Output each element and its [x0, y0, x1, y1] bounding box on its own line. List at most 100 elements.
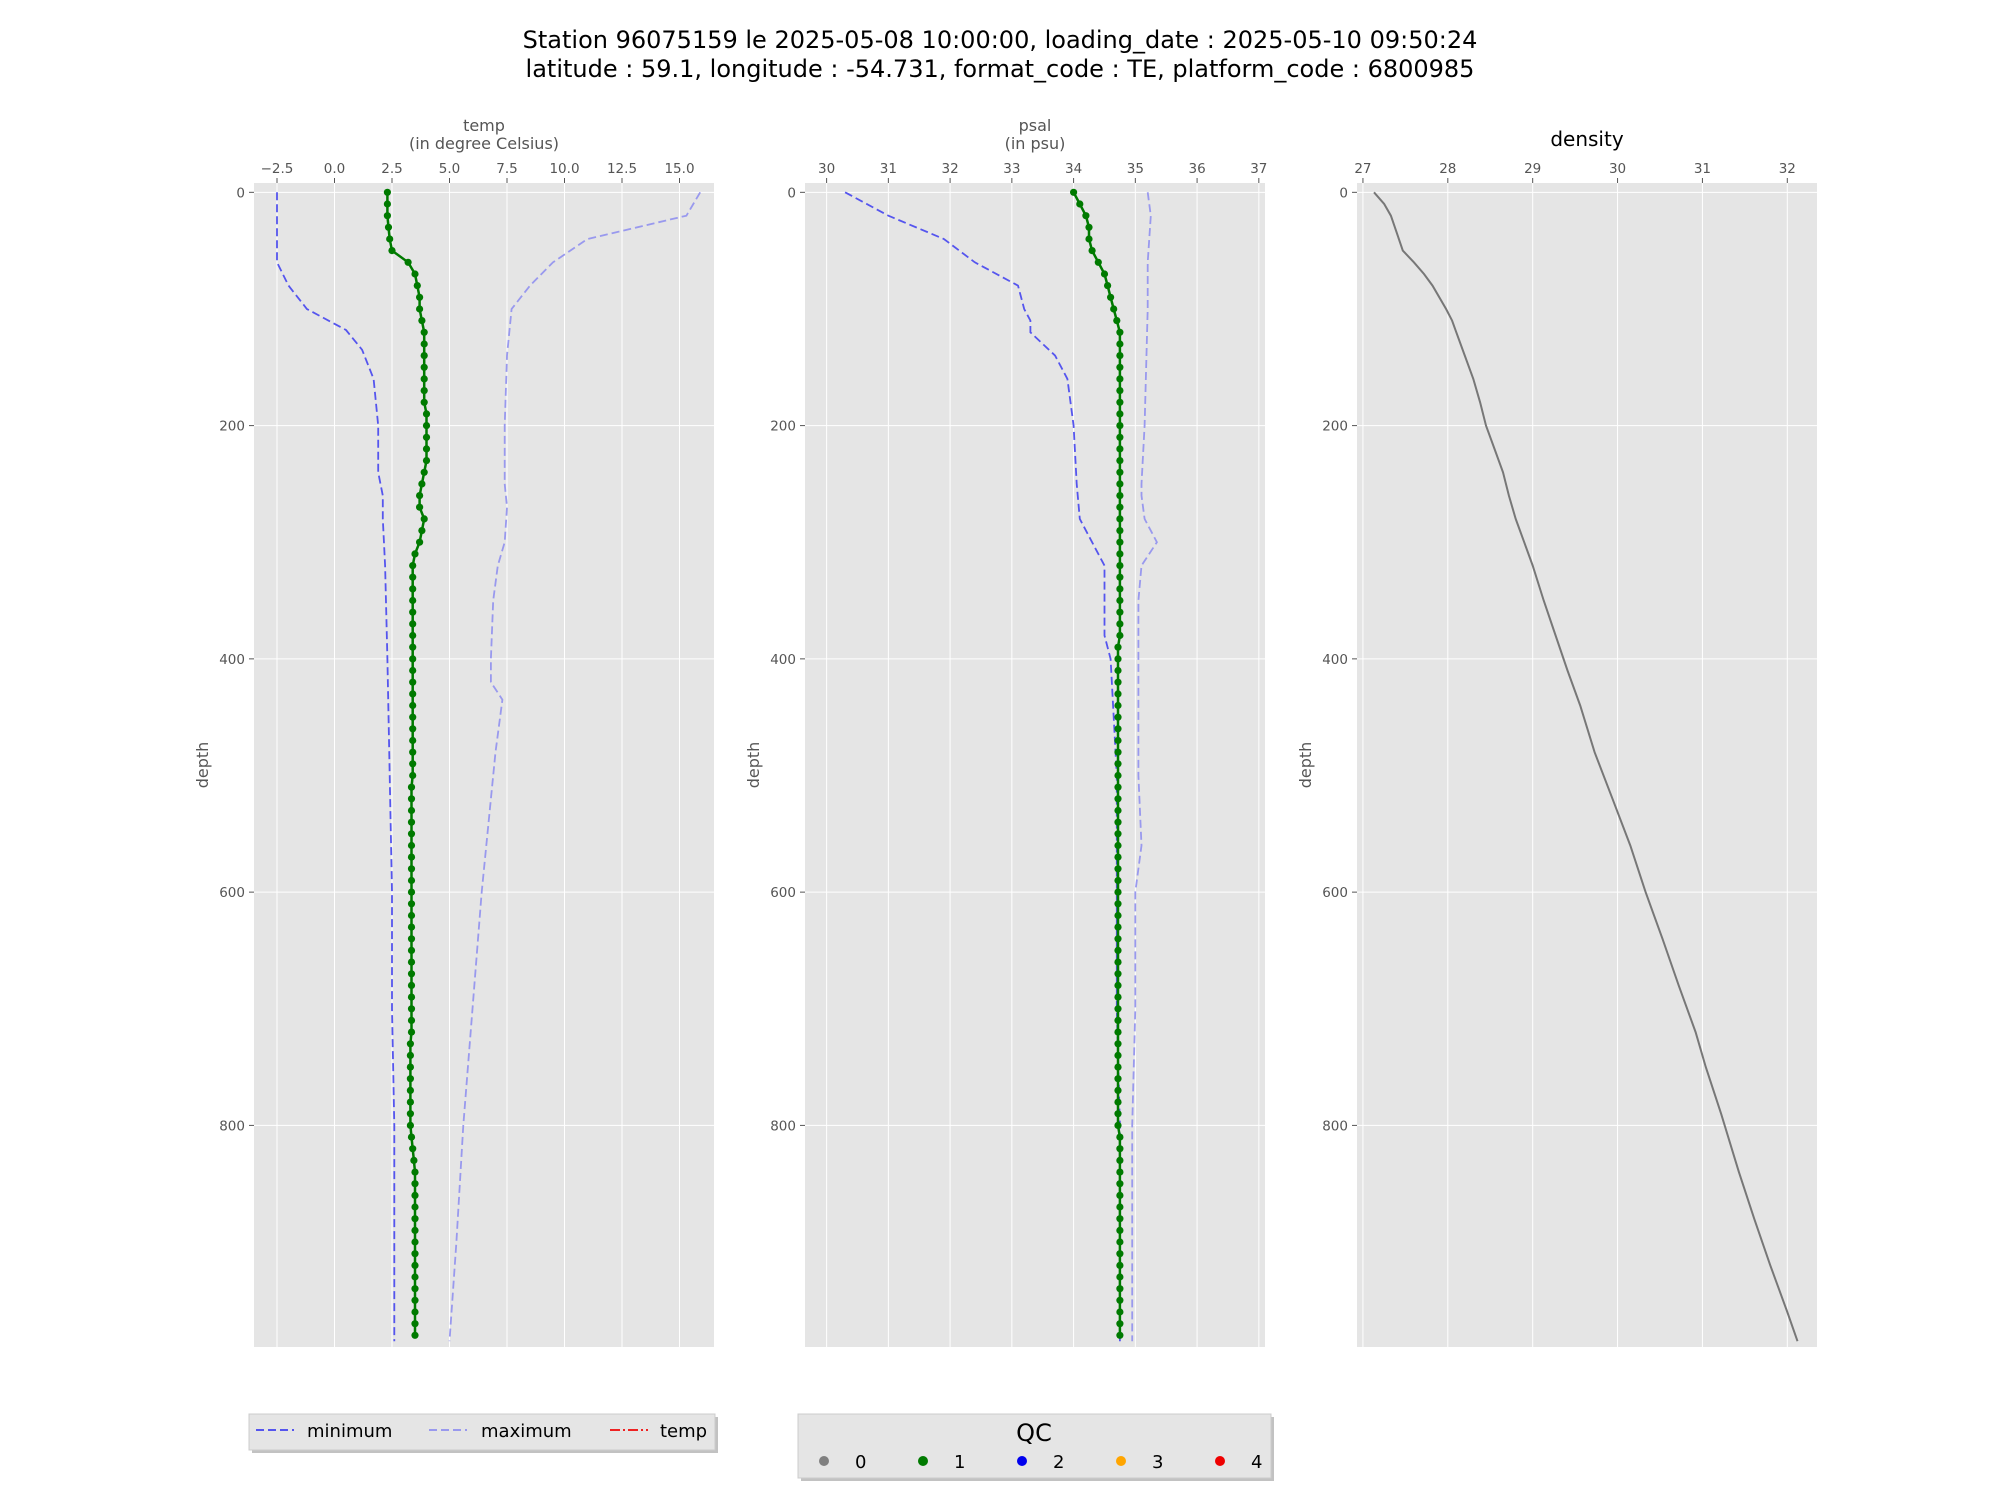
temp-profile-point — [416, 293, 424, 301]
temp-profile-point — [409, 713, 417, 721]
psal-profile-point — [1116, 1238, 1124, 1246]
temp-profile-point — [422, 410, 431, 418]
temp-profile-point — [407, 911, 416, 920]
psal-x-tick-label: 30 — [818, 161, 835, 177]
psal-profile-point — [1114, 690, 1122, 698]
psal-profile-point — [1116, 1285, 1124, 1293]
psal-profile-point — [1104, 282, 1112, 290]
psal-profile-point — [1116, 538, 1124, 546]
density-x-tick-label: 30 — [1609, 161, 1626, 177]
temp-profile-point — [422, 433, 431, 441]
psal-profile-point — [1116, 1226, 1124, 1234]
temp-y-tick-label: 200 — [219, 419, 245, 435]
temp-profile-point — [407, 958, 416, 966]
legend-qc4-label: 4 — [1251, 1452, 1262, 1473]
temp-profile-point — [409, 643, 417, 651]
psal-y-tick-label: 400 — [770, 652, 796, 668]
temp-plot-area — [254, 183, 714, 1347]
psal-profile-point — [1114, 771, 1122, 780]
temp-profile-point — [409, 631, 417, 640]
psal-profile-point — [1116, 608, 1124, 616]
density-series-density — [1373, 191, 1799, 1342]
psal-profile-point — [1114, 666, 1122, 675]
temp-profile-point — [420, 387, 428, 395]
psal-profile-point — [1116, 410, 1124, 418]
legend-qc3-marker — [1116, 1456, 1126, 1466]
temp-profile-point — [418, 527, 426, 535]
psal-profile-point — [1085, 223, 1093, 231]
psal-profile-point — [1116, 585, 1124, 593]
temp-x-axis-label: temp — [463, 116, 505, 135]
legend-qc-title: QC — [1016, 1419, 1052, 1447]
temp-profile-point — [411, 1261, 419, 1269]
temp-x-tick-label: 12.5 — [607, 161, 637, 177]
psal-x-tick-label: 36 — [1188, 161, 1205, 177]
temp-profile-point — [411, 1191, 419, 1199]
legend-main-box — [248, 1413, 716, 1451]
psal-profile-point — [1116, 503, 1124, 511]
temp-profile-point — [411, 1250, 419, 1258]
temp-x-tick-label: 7.5 — [496, 161, 517, 177]
psal-x-tick-label: 33 — [1003, 161, 1020, 177]
density-y-tick-label: 0 — [1339, 185, 1348, 201]
psal-profile-point — [1113, 317, 1121, 325]
psal-profile-point — [1116, 562, 1124, 570]
psal-profile-point — [1085, 235, 1093, 243]
temp-profile-point — [404, 258, 412, 266]
temp-x-tick-label: 0.0 — [324, 161, 345, 177]
psal-profile-point — [1116, 527, 1124, 535]
psal-profile-point — [1114, 725, 1122, 733]
temp-profile-point — [420, 515, 428, 523]
temp-profile-point — [407, 935, 416, 943]
psal-profile-point — [1114, 1063, 1122, 1071]
temp-profile-point — [420, 363, 428, 371]
psal-x-axis-label: psal — [1019, 116, 1052, 135]
psal-profile-point — [1114, 830, 1122, 838]
temp-profile-point — [407, 970, 416, 978]
temp-profile-point — [416, 305, 424, 313]
temp-profile-point — [411, 1308, 419, 1316]
temp-profile-point — [407, 1133, 416, 1141]
psal-profile-point — [1114, 853, 1122, 861]
temp-y-tick-label: 400 — [219, 652, 245, 668]
psal-profile-point — [1116, 468, 1124, 476]
legend-qc-box — [797, 1413, 1272, 1479]
temp-profile-point — [383, 188, 391, 196]
psal-profile-point — [1114, 1005, 1122, 1013]
temp-profile-point — [416, 492, 424, 500]
psal-profile-point — [1114, 1016, 1122, 1024]
legend-qc4-marker — [1215, 1456, 1225, 1466]
psal-profile-point — [1116, 1191, 1124, 1199]
temp-series-minimum — [276, 192, 396, 1342]
psal-profile-point — [1116, 398, 1124, 406]
panels: −2.5 0.0 2.5 5.0 7.5 10.0 12.5 15.0 0 200 400 600 80… — [193, 116, 1817, 1347]
psal-profile-point — [1114, 923, 1122, 931]
temp-profile-point — [416, 538, 424, 546]
temp-profile-point — [407, 888, 416, 896]
temp-profile-point — [409, 620, 417, 628]
psal-profile-point — [1114, 655, 1122, 663]
temp-profile-point — [388, 247, 396, 255]
temp-profile-point — [409, 1145, 417, 1153]
psal-profile-point — [1116, 328, 1124, 336]
psal-profile-point — [1116, 1203, 1124, 1211]
psal-profile-point — [1116, 596, 1124, 605]
psal-profile-point — [1116, 340, 1124, 348]
psal-profile-point — [1116, 375, 1124, 383]
temp-profile-point — [409, 562, 417, 570]
temp-profile-point — [409, 585, 417, 593]
temp-profile-point — [420, 398, 428, 406]
temp-profile-point — [407, 865, 416, 873]
temp-profile-point — [409, 596, 417, 605]
psal-profile-point — [1114, 970, 1122, 978]
temp-profile-point — [407, 1016, 416, 1024]
temp-profile-point — [407, 841, 416, 850]
temp-profile-point — [407, 783, 416, 791]
legend-qc2-label: 2 — [1053, 1452, 1064, 1473]
psal-profile-point — [1114, 1040, 1122, 1048]
psal-profile-point — [1116, 1320, 1124, 1328]
psal-profile-point — [1114, 713, 1122, 721]
temp-profile-point — [409, 748, 417, 756]
temp-profile-point — [411, 1296, 419, 1304]
